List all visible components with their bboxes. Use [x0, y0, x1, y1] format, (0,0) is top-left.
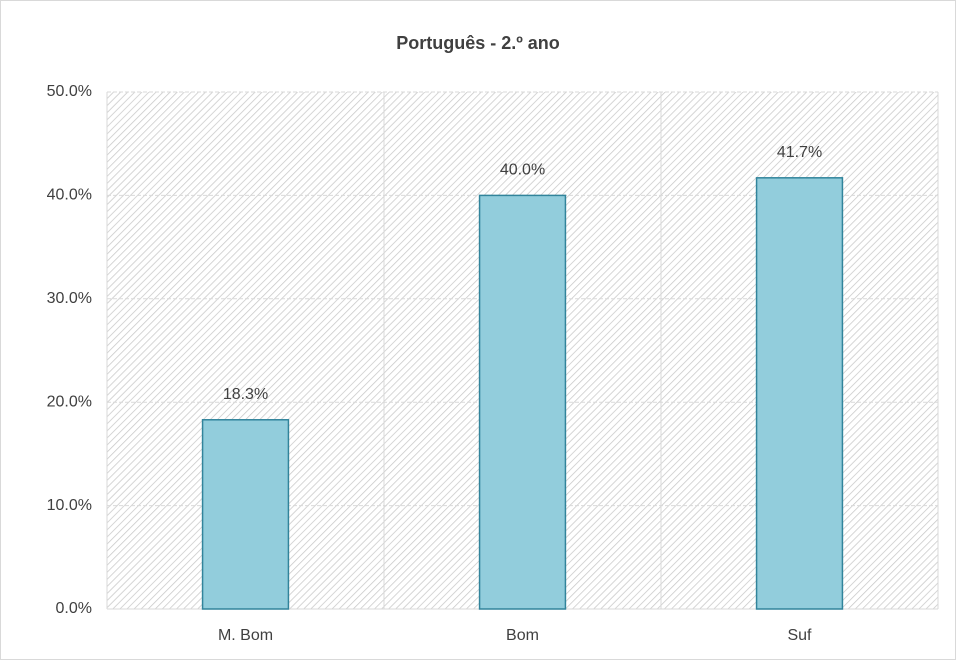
- y-tick-label: 10.0%: [47, 497, 92, 514]
- y-tick-label: 0.0%: [56, 600, 92, 617]
- bar: [478, 194, 567, 610]
- y-tick-label: 50.0%: [47, 83, 92, 100]
- y-tick-label: 30.0%: [47, 290, 92, 307]
- bar: [755, 177, 844, 610]
- x-tick-label: M. Bom: [218, 627, 273, 644]
- data-label: 41.7%: [777, 144, 822, 161]
- y-tick-label: 20.0%: [47, 393, 92, 410]
- y-tick-label: 40.0%: [47, 187, 92, 204]
- chart-title: Português - 2.º ano: [396, 33, 560, 53]
- data-label: 40.0%: [500, 162, 545, 179]
- data-label: 18.3%: [223, 386, 268, 403]
- x-tick-label: Bom: [506, 627, 539, 644]
- bar: [201, 419, 290, 610]
- x-tick-label: Suf: [787, 627, 812, 644]
